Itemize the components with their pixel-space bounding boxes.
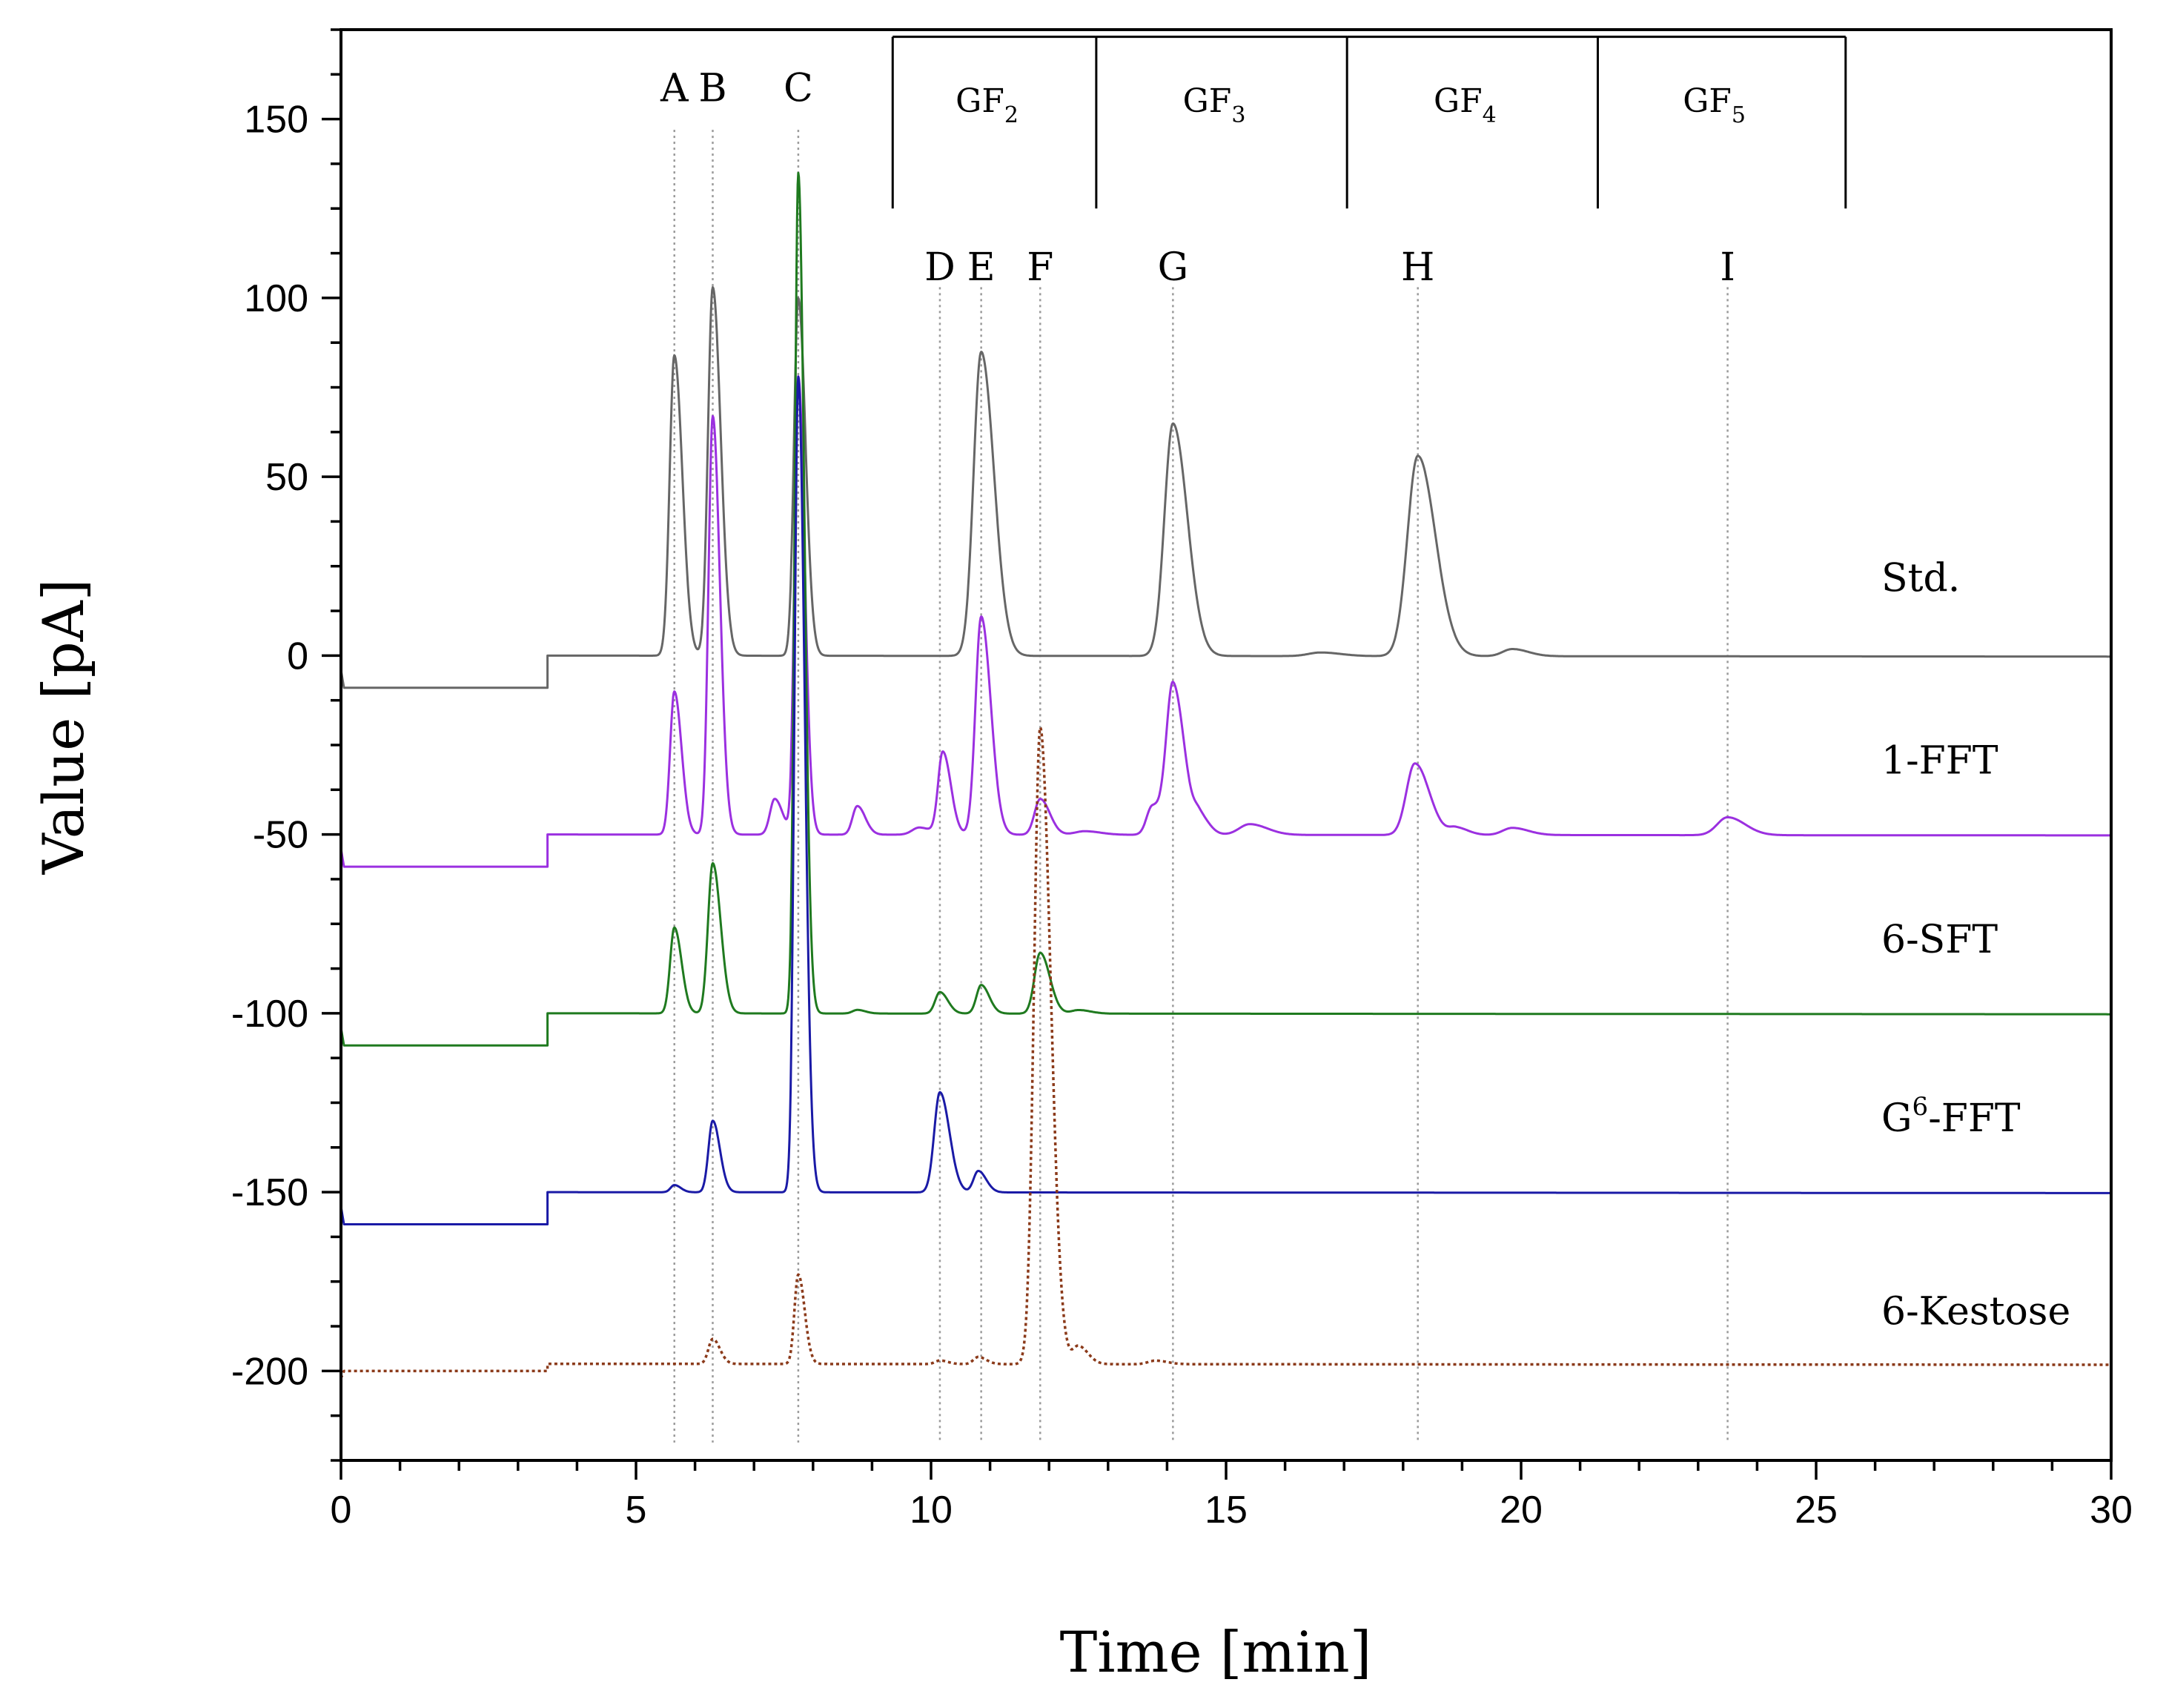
y-tick-label: -50	[253, 814, 308, 857]
series-line-6-kestose	[340, 726, 2112, 1379]
gf-region-label: GF4	[1434, 82, 1497, 128]
peak-label-f: F	[1027, 245, 1053, 290]
series-line-g6-fft	[340, 375, 2111, 1225]
x-axis-title: Time [min]	[1060, 1619, 1372, 1685]
series-label: Std.	[1881, 557, 1960, 601]
series-label: 1-FFT	[1881, 739, 1998, 784]
y-tick-label: 150	[244, 99, 308, 142]
annotations: Std. 1-FFT 6-SFT G6-FFT 6-Kestose A B C D E F G H I GF…	[660, 36, 2070, 1334]
x-tick-label: 15	[1205, 1489, 1248, 1532]
series-label: 6-SFT	[1881, 918, 1998, 962]
x-tick-label: 30	[2090, 1489, 2133, 1532]
y-tick-label: 100	[244, 277, 308, 320]
peak-guide-lines	[673, 130, 1729, 1443]
axis-ticks	[322, 28, 2113, 1480]
y-tick-label: 0	[287, 635, 308, 678]
x-tick-label: 5	[626, 1489, 647, 1532]
peak-label-c: C	[784, 67, 813, 111]
peak-label-h: H	[1401, 245, 1434, 290]
series-line-std-	[340, 286, 2111, 689]
gf-region-label: GF5	[1683, 82, 1746, 128]
x-tick-label: 10	[910, 1489, 953, 1532]
gf-region-label: GF2	[956, 82, 1019, 128]
y-tick-label: -150	[231, 1171, 308, 1214]
y-tick-label: 50	[265, 456, 308, 499]
y-axis-title: Value [pA]	[30, 579, 96, 875]
x-tick-label: 20	[1500, 1489, 1543, 1532]
gf-region-label: GF3	[1183, 82, 1246, 128]
axis-tick-labels: 0 5 10 15 20 25 30 -200 -150 -100 -50 0 50 100 150	[231, 99, 2133, 1532]
peak-label-e: E	[967, 245, 996, 290]
y-tick-label: -100	[231, 993, 308, 1036]
peak-label-a: A	[660, 67, 689, 111]
peak-label-d: D	[924, 245, 956, 290]
x-tick-label: 25	[1795, 1489, 1838, 1532]
x-tick-label: 0	[331, 1489, 352, 1532]
y-tick-label: -200	[231, 1350, 308, 1393]
series-layer	[340, 171, 2112, 1379]
peak-label-i: I	[1720, 245, 1735, 290]
peak-label-g: G	[1158, 245, 1189, 290]
series-label: 6-Kestose	[1881, 1290, 2070, 1334]
series-line-6-sft	[340, 171, 2111, 1047]
series-label: G6-FFT	[1881, 1092, 2021, 1141]
peak-label-b: B	[698, 67, 726, 111]
